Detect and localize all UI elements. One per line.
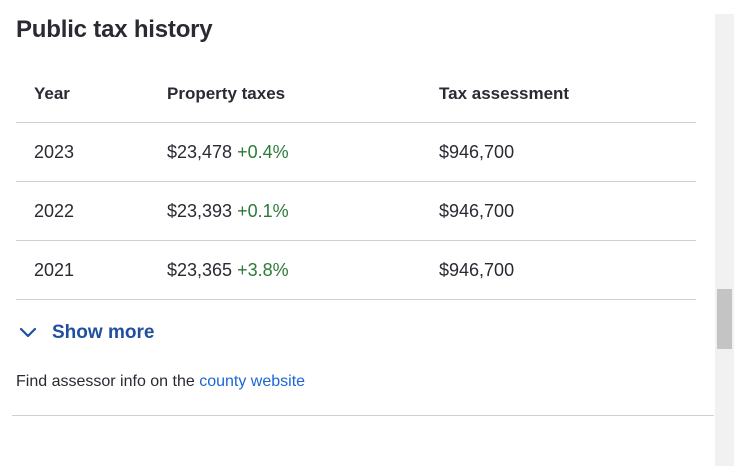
tax-history-section: Public tax history Year Property taxes T… bbox=[12, 16, 714, 416]
assessment-cell: $946,700 bbox=[439, 200, 515, 221]
tax-change: +0.4% bbox=[237, 141, 289, 162]
table-header-row: Year Property taxes Tax assessment bbox=[16, 66, 696, 123]
table-row: 2022 $23,393 +0.1% $946,700 bbox=[16, 182, 696, 241]
header-year: Year bbox=[34, 84, 70, 103]
year-cell: 2023 bbox=[34, 141, 75, 162]
section-title: Public tax history bbox=[16, 16, 213, 43]
table-row: 2021 $23,365 +3.8% $946,700 bbox=[16, 241, 696, 300]
tax-history-table: Year Property taxes Tax assessment 2023 … bbox=[16, 66, 696, 300]
scrollbar[interactable] bbox=[715, 14, 734, 466]
tax-change: +0.1% bbox=[237, 200, 289, 221]
assessor-info: Find assessor info on the county website bbox=[16, 373, 305, 391]
assessor-text: Find assessor info on the bbox=[16, 373, 200, 390]
year-cell: 2021 bbox=[34, 259, 75, 280]
header-property-taxes: Property taxes bbox=[167, 84, 286, 103]
tax-amount: $23,365 bbox=[167, 259, 233, 280]
property-tax-cell: $23,393 +0.1% bbox=[167, 201, 289, 222]
divider bbox=[12, 415, 714, 416]
header-tax-assessment: Tax assessment bbox=[439, 84, 570, 103]
table-row: 2023 $23,478 +0.4% $946,700 bbox=[16, 123, 696, 182]
property-tax-cell: $23,365 +3.8% bbox=[167, 260, 289, 281]
assessment-cell: $946,700 bbox=[439, 259, 515, 280]
tax-amount: $23,393 bbox=[167, 200, 233, 221]
county-website-link[interactable]: county website bbox=[199, 373, 306, 390]
year-cell: 2022 bbox=[34, 200, 75, 221]
scrollbar-thumb[interactable] bbox=[717, 289, 732, 349]
show-more-label: Show more bbox=[52, 322, 155, 343]
assessment-cell: $946,700 bbox=[439, 141, 515, 162]
property-tax-cell: $23,478 +0.4% bbox=[167, 142, 289, 163]
chevron-down-icon bbox=[18, 323, 38, 343]
show-more-button[interactable]: Show more bbox=[18, 322, 154, 344]
tax-amount: $23,478 bbox=[167, 141, 233, 162]
tax-change: +3.8% bbox=[237, 259, 289, 280]
